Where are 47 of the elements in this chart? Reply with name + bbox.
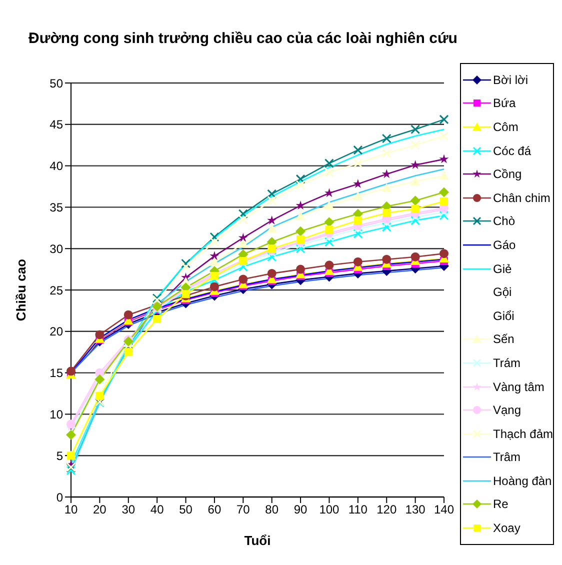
- x-tick-label: 20: [93, 502, 107, 517]
- x-tick-label: 120: [376, 502, 397, 517]
- x-tick-label: 40: [150, 502, 164, 517]
- x-tick-label: 50: [179, 502, 193, 517]
- x-tick-label: 60: [208, 502, 222, 517]
- x-tick-label: 140: [434, 502, 454, 517]
- x-tick-label: 70: [236, 502, 250, 517]
- legend-label: Cồng: [493, 167, 522, 182]
- legend-label: Chò: [493, 214, 516, 228]
- legend-label: Trâm: [493, 450, 521, 464]
- y-tick-label: 40: [50, 159, 64, 174]
- x-axis-title: Tuổi: [244, 533, 271, 548]
- x-tick-label: 110: [348, 502, 368, 517]
- x-tick-label: 100: [319, 502, 340, 517]
- y-tick-label: 35: [50, 200, 64, 214]
- legend-label: Côm: [493, 120, 518, 134]
- legend-label: Trám: [493, 356, 521, 370]
- y-tick-label: 15: [50, 366, 64, 380]
- x-tick-label: 130: [405, 502, 426, 517]
- legend-label: Giẻ: [493, 262, 512, 276]
- y-tick-label: 20: [50, 324, 64, 339]
- legend-label: Vàng tâm: [493, 380, 544, 394]
- legend-label: Sến: [493, 332, 514, 346]
- y-tick-label: 30: [50, 242, 64, 256]
- y-tick-label: 0: [56, 490, 64, 504]
- y-axis-title: Chiều cao: [14, 258, 29, 322]
- y-tick-label: 10: [50, 407, 64, 422]
- legend-label: Vạng: [493, 403, 522, 418]
- x-tick-label: 30: [122, 502, 136, 517]
- y-tick-label: 50: [50, 76, 64, 90]
- y-tick-label: 25: [50, 283, 64, 298]
- x-tick-label: 90: [294, 502, 308, 517]
- legend-label: Cóc đá: [493, 144, 532, 158]
- text: Gội: [493, 285, 512, 300]
- text: Giổi: [493, 308, 514, 323]
- legend-label: Thạch đảm: [493, 426, 554, 441]
- x-tick-label: 80: [265, 502, 279, 517]
- y-tick-label: 45: [50, 118, 64, 132]
- legend-label: Bứa: [493, 96, 516, 110]
- legend-label: Xoay: [493, 521, 520, 536]
- chart-title: Đường cong sinh trưởng chiều cao của các loài nghiên cứu: [28, 30, 458, 47]
- legend-label: Re: [493, 497, 508, 512]
- legend-label: Bời lời: [493, 72, 528, 87]
- legend-label: Gáo: [493, 238, 516, 252]
- legend-label: Hoàng đàn: [493, 474, 552, 488]
- legend-label: Chân chim: [493, 190, 550, 205]
- y-tick-label: 5: [56, 448, 64, 463]
